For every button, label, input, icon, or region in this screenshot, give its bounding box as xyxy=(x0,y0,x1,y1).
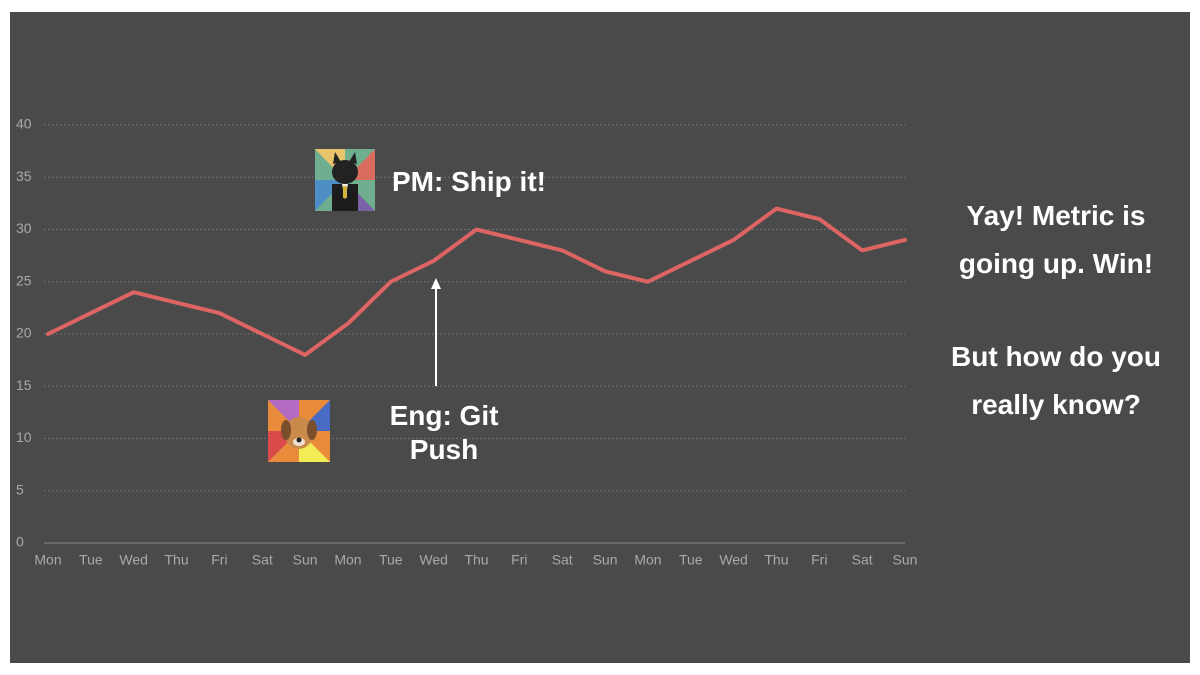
x-tick-label: Thu xyxy=(164,552,188,568)
dog-icon xyxy=(268,400,330,462)
x-tick-label: Sat xyxy=(852,552,873,568)
x-tick-label: Tue xyxy=(79,552,103,568)
x-tick-label: Sat xyxy=(252,552,273,568)
y-tick-label: 40 xyxy=(16,116,32,132)
x-tick-label: Fri xyxy=(811,552,827,568)
y-tick-label: 35 xyxy=(16,168,32,184)
side-note: But how do you really know? xyxy=(951,341,1161,420)
x-tick-label: Sun xyxy=(893,552,918,568)
x-tick-label: Mon xyxy=(634,552,661,568)
y-tick-label: 15 xyxy=(16,377,32,393)
slide-background xyxy=(10,12,1190,663)
side-note: Yay! Metric is going up. Win! xyxy=(958,200,1154,279)
y-tick-label: 0 xyxy=(16,534,24,550)
x-tick-label: Mon xyxy=(334,552,361,568)
y-tick-label: 20 xyxy=(16,325,32,341)
x-tick-label: Fri xyxy=(511,552,527,568)
x-tick-label: Tue xyxy=(679,552,703,568)
x-tick-label: Sun xyxy=(293,552,318,568)
x-tick-label: Wed xyxy=(719,552,748,568)
y-tick-label: 5 xyxy=(16,481,24,497)
arrow-head xyxy=(431,278,441,289)
cat-icon xyxy=(315,149,375,211)
annotation: Eng: Git Push xyxy=(389,400,499,465)
x-tick-label: Mon xyxy=(34,552,61,568)
annotation: PM: Ship it! xyxy=(392,166,546,197)
x-tick-label: Sun xyxy=(593,552,618,568)
x-tick-label: Fri xyxy=(211,552,227,568)
x-tick-label: Thu xyxy=(764,552,788,568)
y-tick-label: 10 xyxy=(16,429,32,445)
x-tick-label: Thu xyxy=(464,552,488,568)
y-tick-label: 30 xyxy=(16,220,32,236)
y-tick-label: 25 xyxy=(16,272,32,288)
x-tick-label: Sat xyxy=(552,552,573,568)
x-tick-label: Wed xyxy=(419,552,448,568)
x-tick-label: Tue xyxy=(379,552,403,568)
x-tick-label: Wed xyxy=(119,552,148,568)
data-line xyxy=(46,206,907,357)
